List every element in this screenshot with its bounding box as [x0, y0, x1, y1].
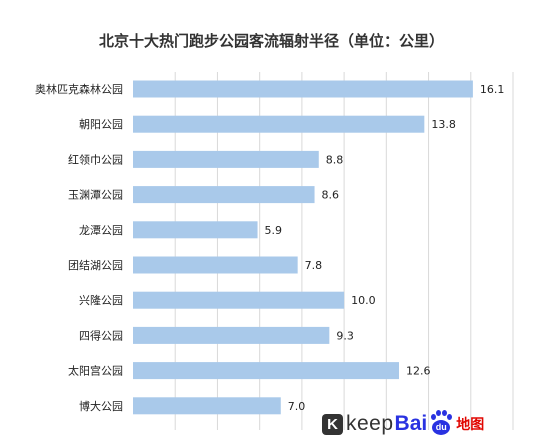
value-label: 9.3	[336, 329, 354, 342]
value-label: 8.6	[322, 189, 340, 202]
bar	[133, 326, 330, 344]
bar	[133, 115, 425, 133]
bar	[133, 291, 345, 309]
logo-area: K keep Bai du 地图	[322, 406, 540, 442]
bar	[133, 362, 399, 380]
bar	[133, 150, 319, 168]
category-label: 红领巾公园	[68, 152, 123, 166]
value-label: 12.6	[406, 365, 431, 378]
baidu-paw-text: du	[432, 420, 451, 435]
category-label: 龙潭公园	[79, 224, 123, 237]
category-label: 博大公园	[79, 399, 123, 413]
bars	[133, 80, 473, 415]
value-labels: 16.1 13.8 8.8 8.6 5.9 7.8 10.0 9.3 12.6 7.0	[265, 83, 505, 413]
category-label: 奥林匹克森林公园	[35, 82, 123, 96]
value-label: 10.0	[351, 294, 376, 307]
category-label: 四得公园	[79, 329, 123, 342]
value-label: 7.8	[305, 259, 323, 272]
keep-logo-icon: K	[322, 413, 343, 435]
bar	[133, 256, 298, 274]
category-label: 玉渊潭公园	[68, 189, 123, 202]
chart-title: 北京十大热门跑步公园客流辐射半径（单位：公里）	[98, 32, 444, 50]
baidu-logo-text: Bai	[394, 412, 428, 435]
category-label: 兴隆公园	[79, 293, 123, 307]
bar	[133, 397, 281, 415]
bar	[133, 221, 258, 239]
baidu-map-text: 地图	[456, 417, 485, 433]
bar	[133, 80, 473, 98]
value-label: 5.9	[265, 224, 283, 237]
category-label: 朝阳公园	[79, 118, 123, 131]
value-label: 13.8	[431, 118, 456, 131]
category-label: 团结湖公园	[68, 259, 123, 272]
baidu-paw-icon: du	[428, 410, 454, 438]
category-label: 太阳宫公园	[68, 364, 123, 378]
category-labels: 奥林匹克森林公园朝阳公园红领巾公园玉渊潭公园龙潭公园团结湖公园兴隆公园四得公园太…	[35, 82, 123, 413]
value-label: 16.1	[480, 83, 505, 96]
keep-logo-text: keep	[346, 412, 394, 435]
value-label: 8.8	[326, 153, 344, 166]
value-label: 7.0	[288, 400, 306, 413]
bar	[133, 186, 315, 204]
